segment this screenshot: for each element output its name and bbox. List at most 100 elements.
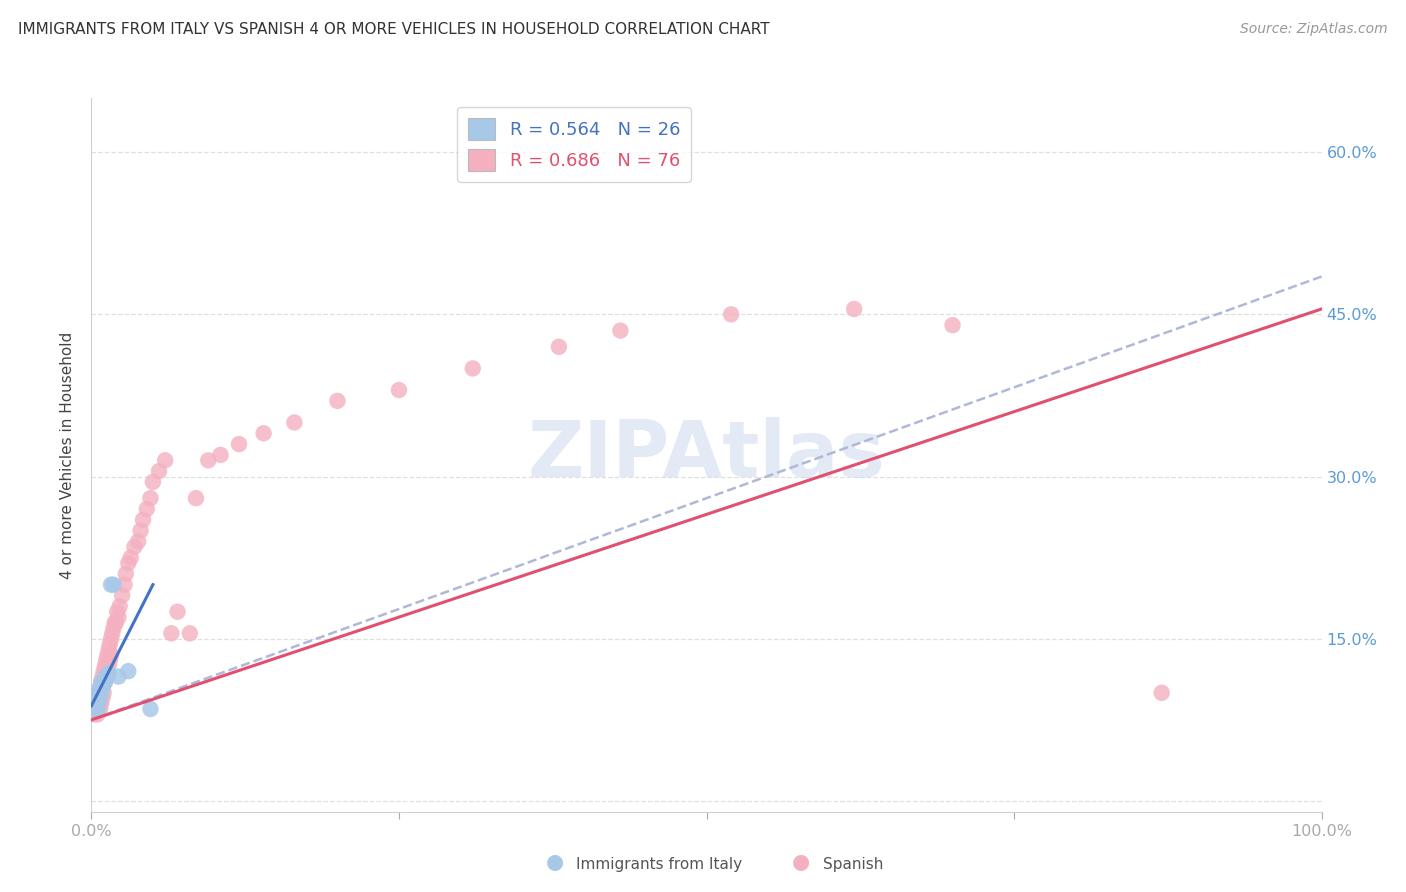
Point: [720, 307, 742, 321]
Point: [90, 675, 112, 690]
Point: [89, 681, 111, 695]
Point: [127, 534, 149, 549]
Point: [120, 550, 142, 565]
Point: [96, 669, 117, 683]
Point: [101, 626, 124, 640]
Point: [83, 707, 105, 722]
Text: ●: ●: [793, 853, 810, 872]
Point: [326, 393, 349, 408]
Point: [166, 605, 188, 619]
Point: [124, 540, 146, 554]
Point: [117, 556, 139, 570]
Point: [94, 675, 117, 690]
Point: [87, 702, 110, 716]
Point: [94, 675, 117, 690]
Point: [90, 686, 112, 700]
Point: [84, 702, 107, 716]
Point: [89, 702, 111, 716]
Point: [98, 637, 121, 651]
Point: [842, 301, 865, 316]
Point: [90, 675, 112, 690]
Point: [197, 453, 219, 467]
Y-axis label: 4 or more Vehicles in Household: 4 or more Vehicles in Household: [60, 331, 76, 579]
Point: [96, 669, 117, 683]
Point: [388, 383, 411, 397]
Point: [90, 697, 112, 711]
Point: [139, 491, 162, 505]
Point: [96, 653, 117, 667]
Text: ●: ●: [547, 853, 564, 872]
Legend: R = 0.564   N = 26, R = 0.686   N = 76: R = 0.564 N = 26, R = 0.686 N = 76: [457, 107, 690, 182]
Point: [114, 577, 136, 591]
Point: [114, 566, 138, 581]
Point: [86, 702, 108, 716]
Point: [104, 615, 127, 630]
Point: [86, 698, 108, 713]
Point: [609, 324, 631, 338]
Point: [107, 610, 129, 624]
Point: [91, 691, 114, 706]
Point: [142, 475, 165, 489]
Point: [86, 697, 108, 711]
Point: [228, 437, 250, 451]
Point: [93, 686, 115, 700]
Point: [253, 426, 276, 441]
Point: [100, 632, 122, 646]
Point: [97, 666, 120, 681]
Point: [90, 686, 112, 700]
Point: [93, 664, 115, 678]
Point: [83, 697, 105, 711]
Point: [86, 697, 108, 711]
Point: [89, 681, 111, 695]
Point: [209, 448, 232, 462]
Point: [87, 686, 110, 700]
Point: [111, 589, 134, 603]
Point: [547, 340, 569, 354]
Point: [93, 677, 115, 691]
Point: [148, 464, 170, 478]
Point: [1150, 686, 1173, 700]
Point: [86, 697, 108, 711]
Point: [96, 669, 118, 683]
Point: [87, 686, 110, 700]
Point: [103, 621, 125, 635]
Point: [91, 681, 114, 695]
Point: [87, 697, 110, 711]
Point: [461, 361, 484, 376]
Point: [108, 599, 131, 614]
Point: [179, 626, 201, 640]
Point: [84, 691, 107, 706]
Point: [184, 491, 207, 505]
Point: [86, 688, 108, 702]
Point: [103, 577, 125, 591]
Point: [96, 648, 118, 662]
Point: [86, 707, 108, 722]
Point: [86, 686, 108, 700]
Point: [94, 658, 117, 673]
Point: [89, 691, 111, 706]
Text: Spanish: Spanish: [823, 857, 883, 872]
Point: [86, 691, 108, 706]
Point: [86, 694, 108, 708]
Point: [86, 691, 108, 706]
Point: [98, 653, 121, 667]
Point: [91, 669, 114, 683]
Text: ZIPAtlas: ZIPAtlas: [527, 417, 886, 493]
Point: [86, 702, 108, 716]
Point: [117, 664, 139, 678]
Point: [160, 626, 183, 640]
Point: [97, 658, 120, 673]
Point: [89, 691, 111, 706]
Point: [132, 513, 155, 527]
Point: [941, 318, 963, 333]
Point: [91, 681, 114, 695]
Point: [93, 675, 115, 690]
Point: [129, 524, 152, 538]
Point: [283, 416, 305, 430]
Text: IMMIGRANTS FROM ITALY VS SPANISH 4 OR MORE VEHICLES IN HOUSEHOLD CORRELATION CHA: IMMIGRANTS FROM ITALY VS SPANISH 4 OR MO…: [18, 22, 770, 37]
Point: [100, 577, 122, 591]
Point: [87, 694, 110, 708]
Point: [135, 502, 157, 516]
Text: Immigrants from Italy: Immigrants from Italy: [576, 857, 742, 872]
Point: [105, 605, 128, 619]
